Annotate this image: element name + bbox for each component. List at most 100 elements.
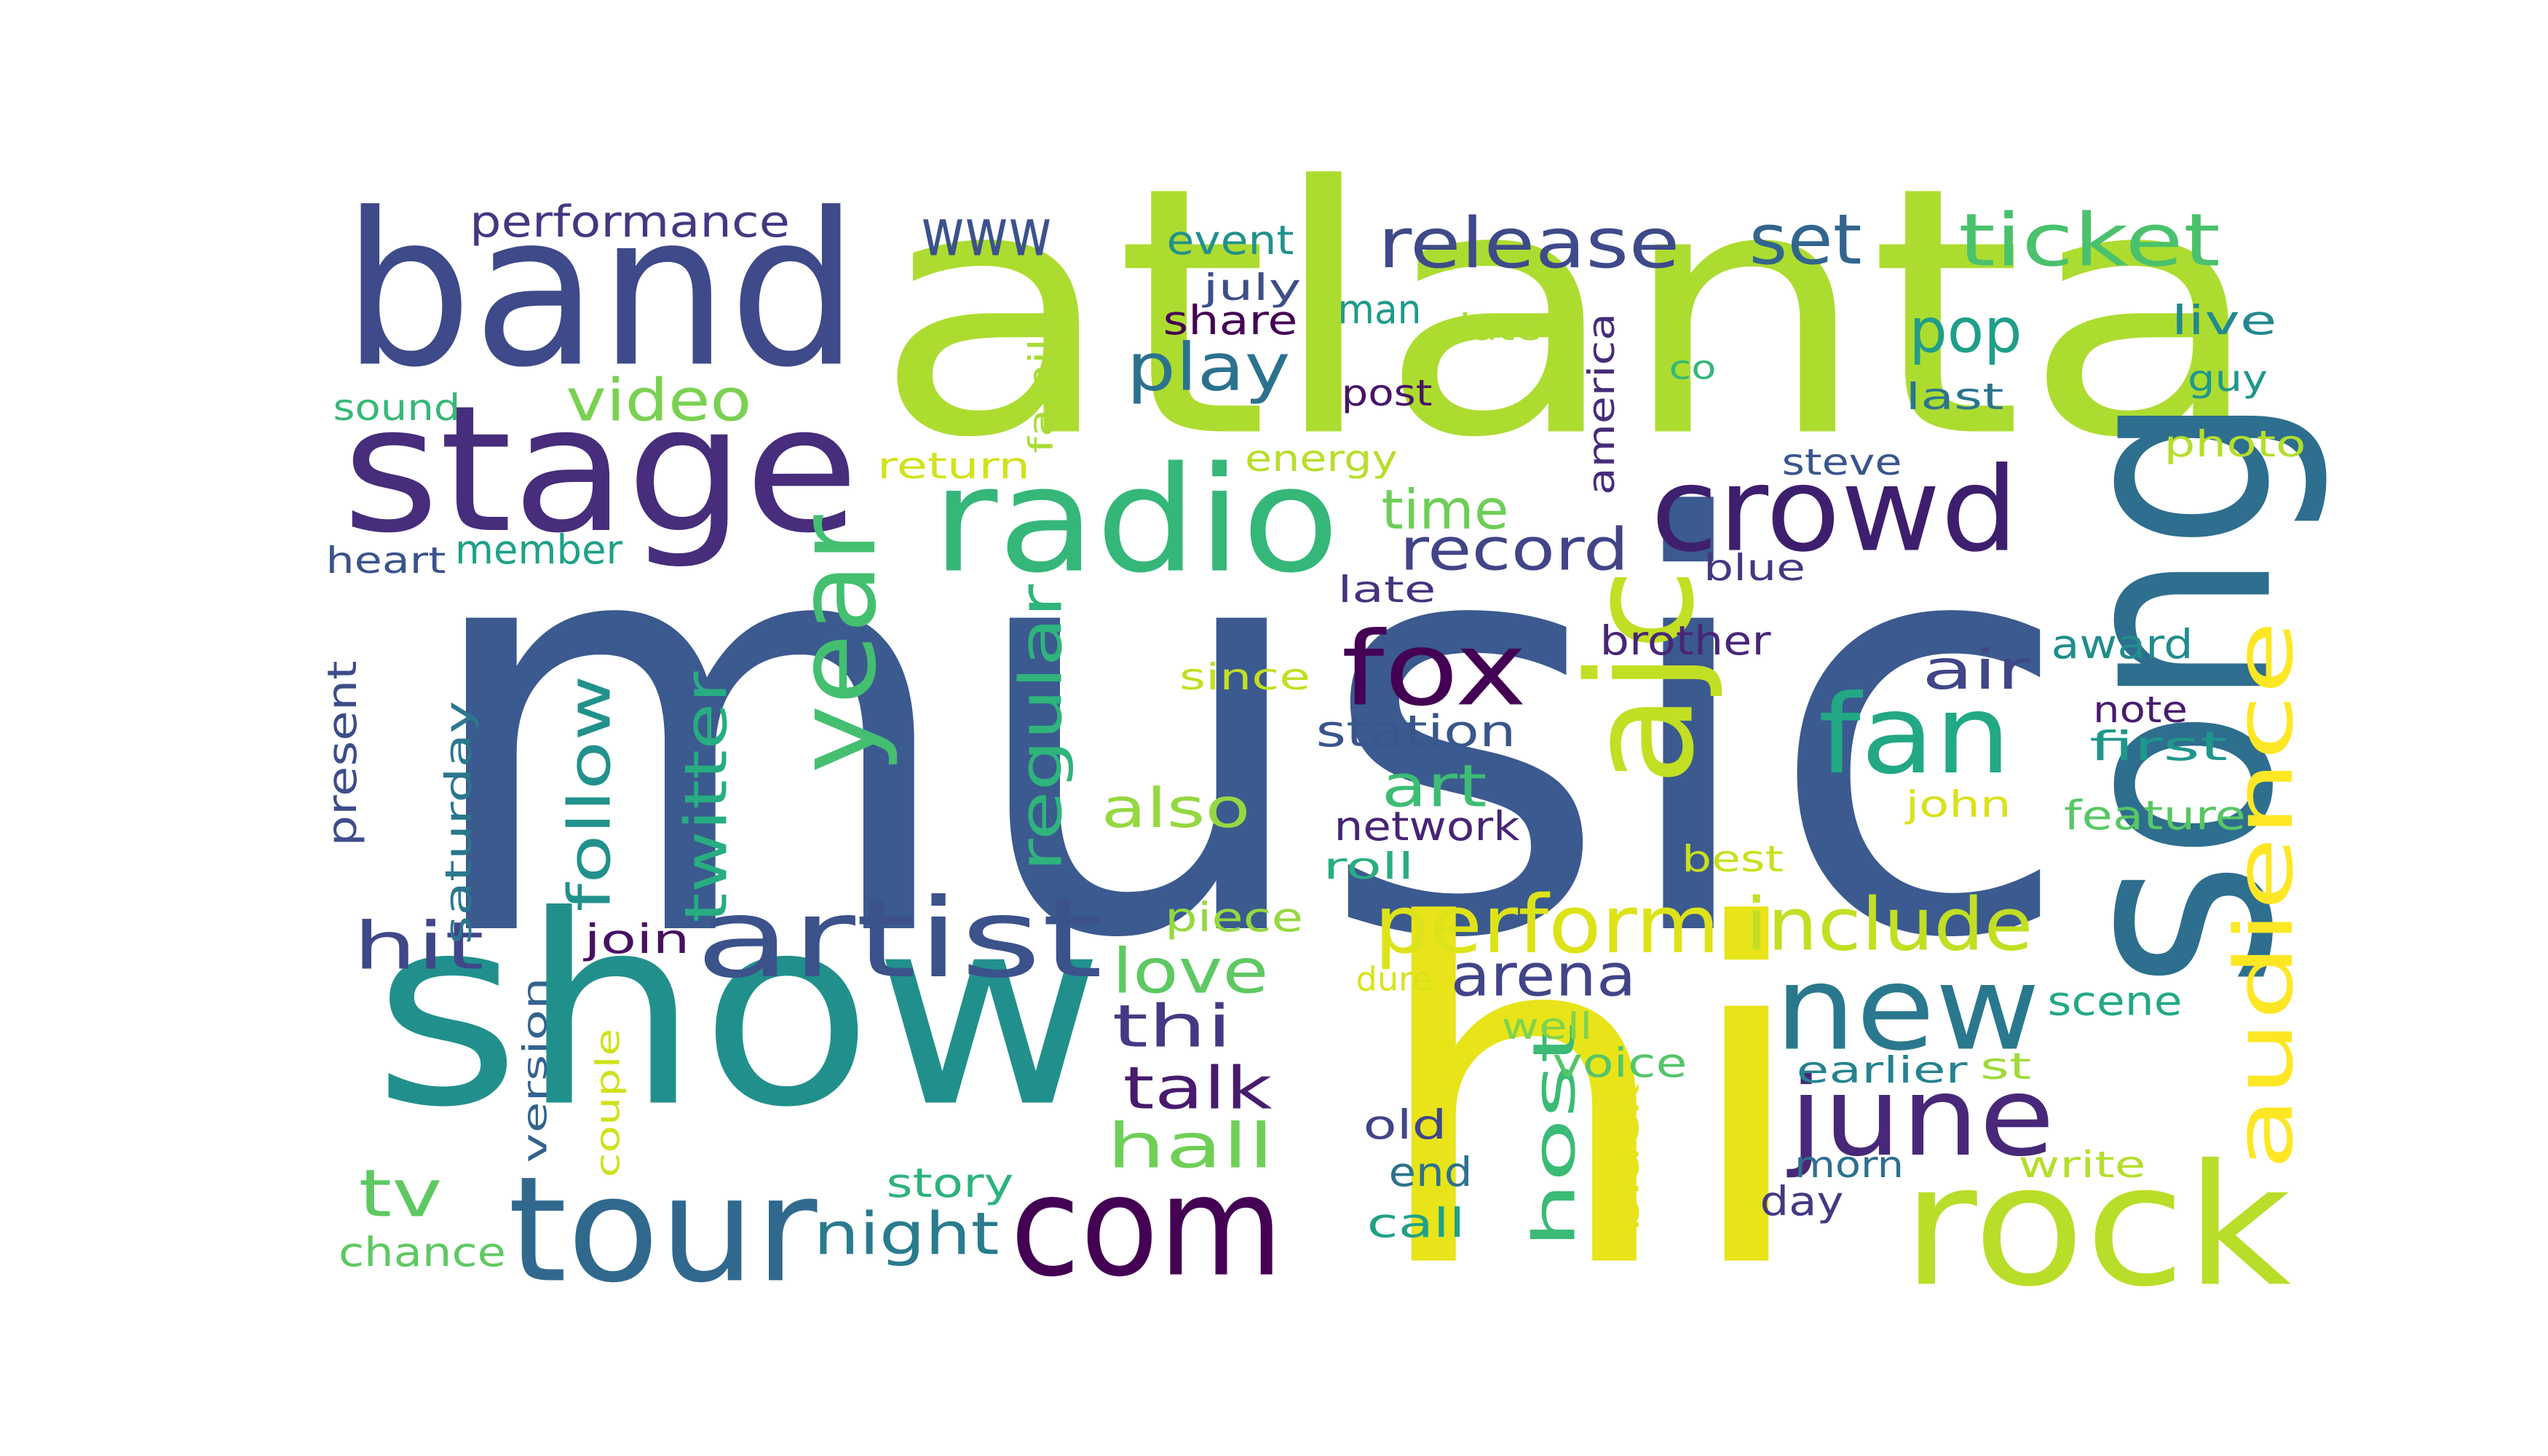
word-heart: heart [326, 539, 446, 582]
word-photo: photo [2164, 423, 2306, 465]
word-feature: feature [2064, 792, 2246, 839]
word-event: event [1167, 217, 1294, 264]
word-network: network [1334, 803, 1520, 850]
word-play: play [1127, 330, 1291, 406]
word-present: present [319, 661, 365, 847]
word-music: music [415, 401, 2075, 1062]
word-rock: rock [1902, 1130, 2292, 1324]
word-audience: audience [2217, 621, 2311, 1171]
word-tour: tour [508, 1146, 818, 1315]
word-thi: thi [1112, 993, 1233, 1061]
word-brother: brother [1600, 617, 1771, 664]
word-call: call [1367, 1200, 1465, 1246]
word-family: family [1022, 312, 1061, 454]
word-follow: follow [556, 676, 624, 912]
word-join: join [583, 916, 689, 962]
word-year: year [774, 515, 901, 773]
word-day: day [1760, 1178, 1844, 1224]
word-john: john [1904, 783, 2011, 826]
word-steve: steve [1782, 441, 1902, 483]
word-hit: hit [353, 909, 484, 985]
word-well: well [1502, 1005, 1593, 1048]
word-love: love [1112, 936, 1269, 1008]
word-dure: dure [1356, 960, 1433, 999]
word-june: june [1787, 1054, 2054, 1181]
word-man: man [1338, 286, 1422, 333]
word-america: america [1580, 313, 1623, 495]
word-post: post [1342, 372, 1433, 414]
word-release: release [1378, 204, 1680, 284]
word-arena: arena [1451, 942, 1637, 1010]
word-ticket: ticket [1958, 198, 2220, 283]
word-since: since [1179, 656, 1310, 698]
word-hall: hall [1107, 1111, 1274, 1183]
word-ajc: ajc [1557, 568, 1727, 786]
word-talk: talk [1123, 1055, 1273, 1123]
word-earlier: earlier [1797, 1049, 1969, 1091]
word-night: night [814, 1200, 1000, 1268]
word-stage: stage [342, 368, 859, 571]
word-new: new [1775, 941, 2041, 1077]
word-guy: guy [2188, 357, 2268, 400]
word-return: return [877, 445, 1030, 487]
word-energy: energy [1245, 438, 1398, 480]
word-time: time [1382, 478, 1509, 542]
word-show: show [373, 860, 1105, 1165]
word-story: story [887, 1160, 1014, 1206]
word-morn: morn [1795, 1144, 1904, 1186]
word-roll: roll [1324, 845, 1415, 887]
word-regular: regular [1008, 584, 1075, 871]
word-award: award [2052, 621, 2193, 668]
word-july: july [1202, 266, 1302, 309]
word-artist: artist [695, 876, 1103, 1002]
word-atlanta: atlanta [874, 114, 2264, 513]
word-set: set [1749, 200, 1862, 280]
word-black: black [1608, 1083, 1647, 1233]
word-song: song [2012, 393, 2335, 990]
word-share: share [1163, 297, 1298, 344]
word-air: air [1922, 638, 2031, 702]
word-perform: perform [1374, 878, 1720, 971]
word-old: old [1364, 1101, 1447, 1148]
word-st: st [1980, 1045, 2031, 1088]
word-performance: performance [470, 197, 790, 248]
word-band: band [342, 169, 859, 414]
word-best: best [1682, 838, 1784, 880]
word-co: co [1669, 349, 1717, 387]
word-video: video [566, 367, 752, 435]
word-note: note [2093, 689, 2188, 731]
word-www: www [921, 195, 1052, 272]
word-host: host [1521, 1023, 1588, 1249]
word-fan: fan [1819, 672, 2011, 799]
word-date: date [1444, 306, 1542, 349]
word-pop: pop [1910, 296, 2022, 368]
word-crowd: crowd [1651, 442, 2019, 578]
word-hi: hi [1367, 828, 1815, 1371]
word-blue: blue [1704, 547, 1805, 589]
word-version: version [516, 978, 555, 1163]
word-couple: couple [589, 1029, 628, 1178]
word-last: last [1906, 376, 2004, 418]
word-live: live [2172, 297, 2277, 344]
word-art: art [1382, 753, 1487, 820]
word-sound: sound [333, 387, 461, 429]
word-include: include [1746, 882, 2033, 968]
word-chance: chance [339, 1229, 506, 1275]
word-member: member [455, 526, 622, 573]
word-first: first [2089, 723, 2228, 769]
word-voice: voice [1553, 1040, 1688, 1086]
word-station: station [1316, 706, 1516, 757]
word-end: end [1389, 1149, 1473, 1195]
word-twitter: twitter [673, 671, 740, 922]
word-write: write [2019, 1144, 2146, 1186]
word-record: record [1400, 516, 1629, 584]
word-saturday: saturday [438, 701, 480, 945]
word-fox: fox [1342, 611, 1527, 729]
word-radio: radio [932, 436, 1340, 606]
word-com: com [1010, 1147, 1283, 1307]
word-late: late [1338, 569, 1436, 611]
word-scene: scene [2048, 978, 2183, 1024]
word-piece: piece [1165, 894, 1303, 941]
word-tv: tv [359, 1156, 443, 1233]
